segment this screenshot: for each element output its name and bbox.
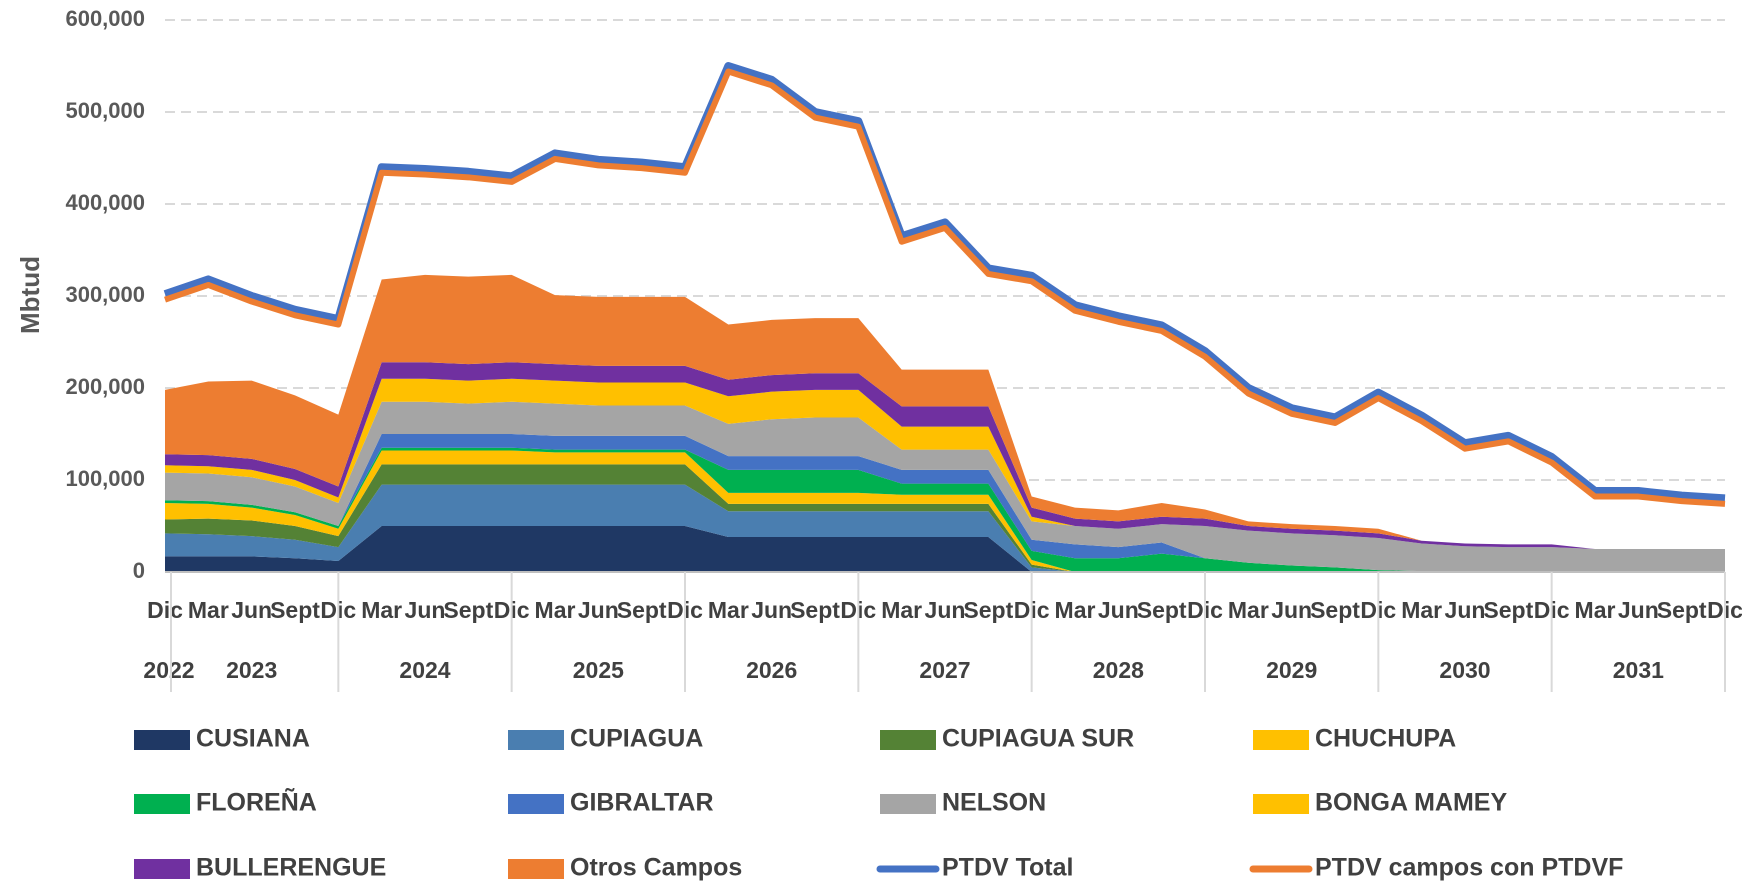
- x-tick-label: Dic: [147, 597, 183, 623]
- x-tick-label: Jun: [405, 597, 446, 623]
- x-tick-label: Sept: [443, 597, 493, 623]
- year-label: 2023: [226, 657, 277, 683]
- x-tick-label: Sept: [790, 597, 840, 623]
- legend-swatch: [880, 730, 936, 750]
- x-tick-label: Jun: [1271, 597, 1312, 623]
- x-tick-label: Jun: [925, 597, 966, 623]
- x-tick-label: Sept: [270, 597, 320, 623]
- legend-label: Otros Campos: [570, 854, 742, 882]
- year-label: 2025: [573, 657, 624, 683]
- x-tick-label: Sept: [617, 597, 667, 623]
- year-label: 2026: [746, 657, 797, 683]
- year-label: 2028: [1093, 657, 1144, 683]
- legend-swatch: [508, 730, 564, 750]
- x-tick-label: Jun: [1445, 597, 1486, 623]
- legend-label: CUPIAGUA SUR: [942, 725, 1134, 753]
- year-label: 2031: [1613, 657, 1664, 683]
- year-label: 2029: [1266, 657, 1317, 683]
- legend-label: CUSIANA: [196, 725, 310, 753]
- y-tick-label: 100,000: [65, 466, 145, 491]
- y-tick-label: 300,000: [65, 282, 145, 307]
- legend-swatch: [134, 794, 190, 814]
- y-tick-label: 600,000: [65, 6, 145, 31]
- x-tick-label: Jun: [578, 597, 619, 623]
- year-label: 2022: [143, 657, 194, 683]
- y-axis-label: Mbtud: [15, 256, 45, 334]
- legend-label: BULLERENGUE: [196, 854, 386, 882]
- x-tick-label: Sept: [1483, 597, 1533, 623]
- line: [163, 62, 1726, 503]
- x-tick-label: Jun: [1618, 597, 1659, 623]
- x-tick-label: Mar: [535, 597, 576, 623]
- legend-swatch: [1253, 730, 1309, 750]
- legend-swatch: [134, 730, 190, 750]
- legend-swatch: [134, 859, 190, 879]
- legend-label: NELSON: [942, 789, 1046, 817]
- legend-label: BONGA MAMEY: [1315, 789, 1507, 817]
- x-tick-label: Mar: [188, 597, 229, 623]
- area: [165, 401, 1725, 572]
- area: [165, 484, 1725, 572]
- y-tick-label: 0: [133, 558, 145, 583]
- line: [164, 68, 1726, 507]
- legend-label: FLOREÑA: [196, 787, 317, 817]
- legend-swatch: [508, 794, 564, 814]
- x-tick-label: Jun: [1098, 597, 1139, 623]
- y-tick-label: 200,000: [65, 374, 145, 399]
- x-tick-label: Jun: [231, 597, 272, 623]
- area: [165, 274, 1725, 549]
- legend-swatch: [508, 859, 564, 879]
- x-tick-label: Mar: [361, 597, 402, 623]
- x-tick-label: Sept: [1310, 597, 1360, 623]
- x-tick-label: Mar: [708, 597, 749, 623]
- year-label: 2027: [919, 657, 970, 683]
- legend-label: CHUCHUPA: [1315, 725, 1456, 753]
- area: [165, 526, 1725, 572]
- year-label: 2030: [1439, 657, 1490, 683]
- x-tick-label: Mar: [1228, 597, 1269, 623]
- x-tick-label: Sept: [963, 597, 1013, 623]
- y-tick-label: 400,000: [65, 190, 145, 215]
- legend-label: CUPIAGUA: [570, 725, 703, 753]
- x-tick-label: Mar: [881, 597, 922, 623]
- legend-label: PTDV Total: [942, 854, 1073, 882]
- x-tick-label: Sept: [1657, 597, 1707, 623]
- x-tick-label: Mar: [1575, 597, 1616, 623]
- legend-swatch: [880, 794, 936, 814]
- x-tick-label: Mar: [1055, 597, 1096, 623]
- x-tick-label: Sept: [1137, 597, 1187, 623]
- x-tick-label: Mar: [1401, 597, 1442, 623]
- x-tick-label: Jun: [751, 597, 792, 623]
- legend-label: PTDV campos con PTDVF: [1315, 854, 1623, 882]
- year-label: 2024: [399, 657, 450, 683]
- y-tick-label: 500,000: [65, 98, 145, 123]
- legend-swatch: [1253, 794, 1309, 814]
- legend-label: GIBRALTAR: [570, 789, 714, 817]
